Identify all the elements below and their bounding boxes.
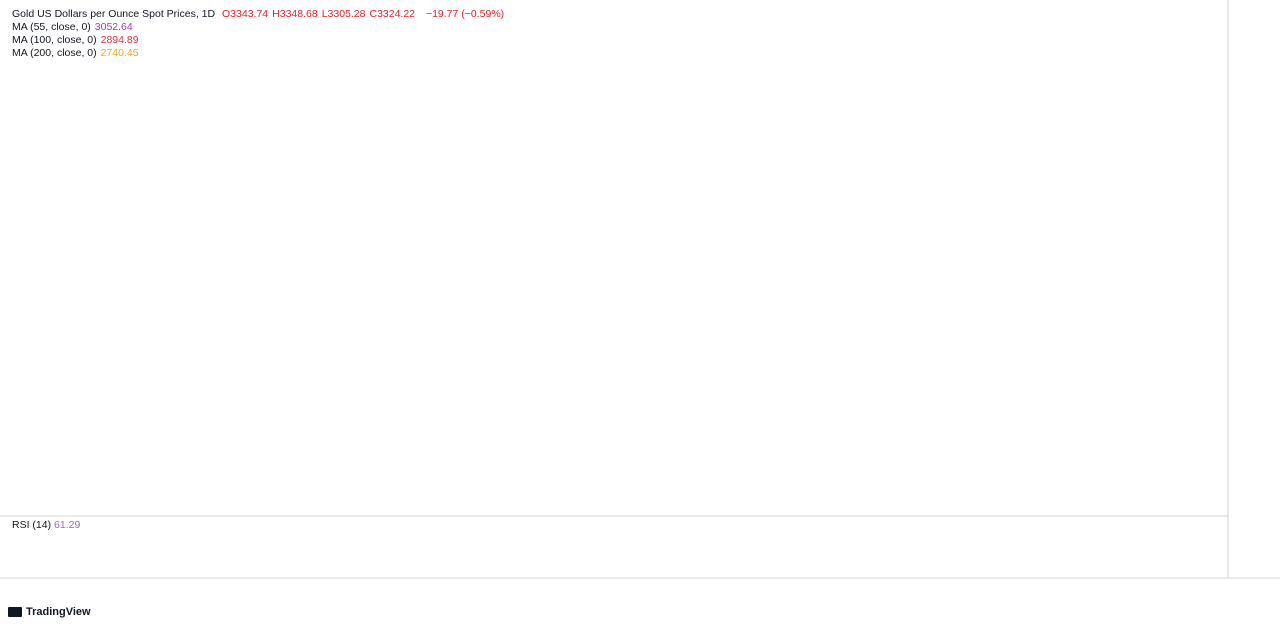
- ma-value: 2894.89: [100, 34, 139, 46]
- legend-row: Gold US Dollars per Ounce Spot Prices, 1…: [12, 8, 508, 21]
- ma-legend-row: MA (200, close, 0) 2740.45: [12, 47, 508, 60]
- ma-name: MA (100, close, 0): [12, 34, 97, 46]
- ma-name: MA (55, close, 0): [12, 21, 91, 33]
- ma-value: 2740.45: [100, 47, 139, 59]
- ma-value: 3052.64: [94, 21, 133, 33]
- ma-name: MA (200, close, 0): [12, 47, 97, 59]
- rsi-value: 61.29: [54, 519, 81, 531]
- brand: TradingView: [26, 606, 91, 618]
- ohlc-value: H3348.68: [272, 8, 318, 20]
- logo: [8, 607, 22, 617]
- rsi-name: RSI (14): [12, 519, 52, 531]
- rsi-legend: RSI (14) 61.29: [12, 519, 80, 531]
- change: −19.77 (−0.59%): [425, 8, 505, 20]
- footer: TradingView: [8, 606, 91, 618]
- legend: Gold US Dollars per Ounce Spot Prices, 1…: [12, 8, 508, 60]
- axes: [0, 0, 1280, 579]
- ohlc-value: L3305.28: [321, 8, 366, 20]
- ma-legend-row: MA (55, close, 0) 3052.64: [12, 21, 508, 34]
- symbol-title: Gold US Dollars per Ounce Spot Prices, 1…: [12, 8, 216, 20]
- ohlc-value: O3343.74: [222, 8, 269, 20]
- ohlc: O3343.74 H3348.68 L3305.28 C3324.22: [222, 8, 419, 20]
- ohlc-value: C3324.22: [369, 8, 416, 20]
- ma-legend-row: MA (100, close, 0) 2894.89: [12, 34, 508, 47]
- ma-legend: MA (55, close, 0) 3052.64 MA (100, close, …: [12, 21, 508, 60]
